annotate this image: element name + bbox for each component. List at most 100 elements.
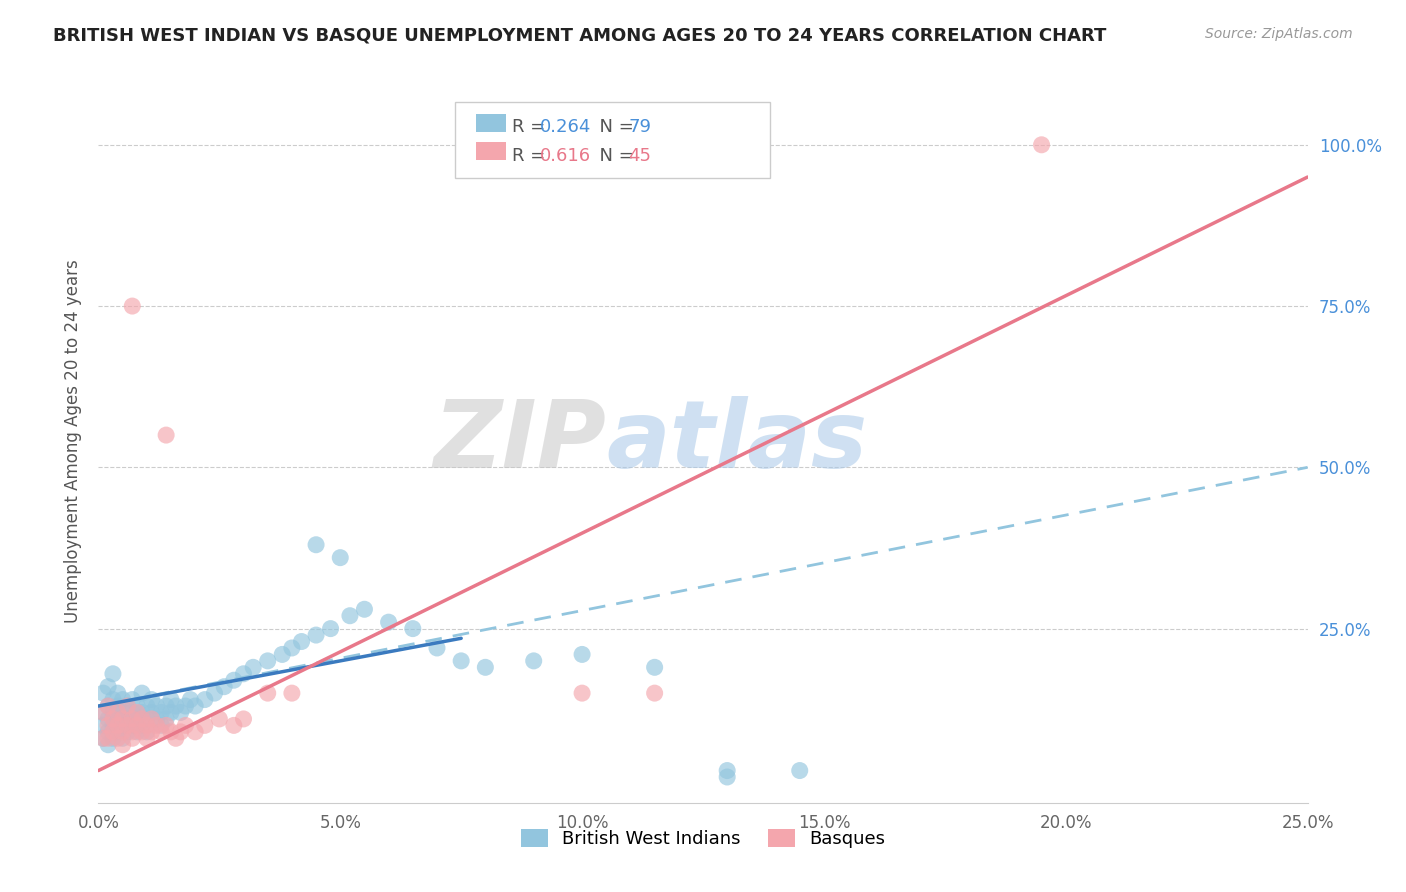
Text: 0.616: 0.616	[540, 147, 591, 165]
Point	[111, 712, 134, 726]
Bar	[475, 143, 506, 161]
Point	[91, 686, 114, 700]
Point	[290, 634, 312, 648]
Text: ZIP: ZIP	[433, 395, 606, 488]
Point	[194, 692, 217, 706]
Point	[174, 718, 197, 732]
Point	[127, 706, 149, 720]
Point	[97, 699, 120, 714]
Point	[117, 699, 139, 714]
Point	[107, 731, 129, 746]
Bar	[475, 113, 506, 132]
Point	[101, 724, 124, 739]
Point	[121, 731, 143, 746]
Point	[117, 718, 139, 732]
Point	[222, 673, 245, 688]
Point	[716, 764, 738, 778]
Point	[402, 622, 425, 636]
Point	[135, 731, 157, 746]
Point	[111, 724, 134, 739]
Point	[107, 706, 129, 720]
Point	[107, 724, 129, 739]
Point	[97, 712, 120, 726]
Text: R =: R =	[512, 147, 551, 165]
Point	[121, 718, 143, 732]
Point	[242, 660, 264, 674]
Point	[150, 724, 173, 739]
Point	[127, 712, 149, 726]
Point	[212, 680, 235, 694]
Point	[131, 686, 153, 700]
Point	[101, 731, 124, 746]
Point	[155, 718, 177, 732]
Y-axis label: Unemployment Among Ages 20 to 24 years: Unemployment Among Ages 20 to 24 years	[63, 260, 82, 624]
Point	[644, 686, 666, 700]
FancyBboxPatch shape	[456, 102, 769, 178]
Point	[101, 692, 124, 706]
Point	[91, 706, 114, 720]
Point	[127, 718, 149, 732]
Text: atlas: atlas	[606, 395, 868, 488]
Point	[150, 706, 173, 720]
Point	[107, 686, 129, 700]
Point	[141, 724, 163, 739]
Text: Source: ZipAtlas.com: Source: ZipAtlas.com	[1205, 27, 1353, 41]
Point	[91, 731, 114, 746]
Point	[194, 718, 217, 732]
Point	[571, 648, 593, 662]
Point	[155, 428, 177, 442]
Point	[150, 718, 173, 732]
Point	[117, 712, 139, 726]
Point	[169, 706, 191, 720]
Point	[644, 660, 666, 674]
Point	[208, 712, 231, 726]
Text: R =: R =	[512, 119, 551, 136]
Point	[377, 615, 399, 630]
Point	[135, 699, 157, 714]
Point	[121, 706, 143, 720]
Point	[271, 648, 294, 662]
Point	[474, 660, 496, 674]
Text: 79: 79	[628, 119, 651, 136]
Point	[117, 724, 139, 739]
Point	[141, 706, 163, 720]
Point	[281, 640, 304, 655]
Point	[121, 712, 143, 726]
Point	[232, 666, 254, 681]
Point	[135, 718, 157, 732]
Legend: British West Indians, Basques: British West Indians, Basques	[513, 822, 893, 855]
Point	[141, 692, 163, 706]
Point	[165, 699, 187, 714]
Point	[160, 724, 183, 739]
Point	[281, 686, 304, 700]
Point	[155, 699, 177, 714]
Point	[97, 680, 120, 694]
Point	[97, 738, 120, 752]
Point	[91, 718, 114, 732]
Point	[145, 718, 167, 732]
Point	[169, 724, 191, 739]
Point	[174, 699, 197, 714]
Point	[716, 770, 738, 784]
Point	[184, 699, 207, 714]
Point	[131, 724, 153, 739]
Point	[107, 718, 129, 732]
Point	[160, 706, 183, 720]
Point	[305, 628, 328, 642]
Text: N =: N =	[588, 119, 640, 136]
Text: BRITISH WEST INDIAN VS BASQUE UNEMPLOYMENT AMONG AGES 20 TO 24 YEARS CORRELATION: BRITISH WEST INDIAN VS BASQUE UNEMPLOYME…	[53, 27, 1107, 45]
Point	[339, 608, 361, 623]
Point	[111, 692, 134, 706]
Point	[165, 731, 187, 746]
Point	[107, 712, 129, 726]
Point	[204, 686, 226, 700]
Point	[111, 706, 134, 720]
Point	[101, 718, 124, 732]
Point	[789, 764, 811, 778]
Point	[571, 686, 593, 700]
Point	[91, 731, 114, 746]
Point	[135, 724, 157, 739]
Point	[127, 724, 149, 739]
Text: 0.264: 0.264	[540, 119, 591, 136]
Point	[111, 731, 134, 746]
